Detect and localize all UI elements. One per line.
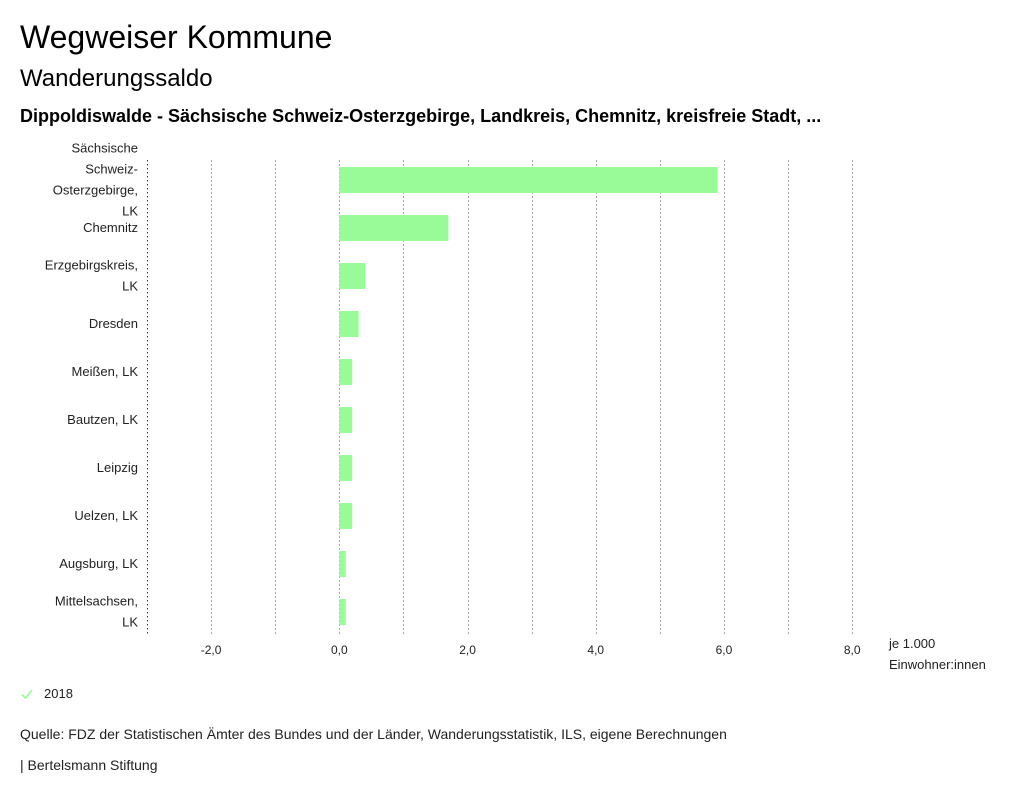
x-tick-label: 6,0 [716, 643, 733, 657]
category-label: Sächsische Schweiz-Osterzgebirge, LK [53, 141, 139, 219]
x-tick-label: 8,0 [844, 643, 861, 657]
bar-layer [339, 167, 718, 625]
category-labels: Sächsische Schweiz-Osterzgebirge, LKChemni… [45, 141, 139, 630]
bar[interactable] [339, 599, 346, 625]
bar[interactable] [339, 311, 359, 337]
category-label: Dresden [89, 316, 138, 331]
category-label: Erzgebirgskreis, LK [45, 258, 139, 294]
check-icon [21, 688, 33, 699]
category-label: Uelzen, LK [74, 508, 138, 523]
bar[interactable] [339, 407, 353, 433]
bar[interactable] [339, 503, 353, 529]
page-title: Wegweiser Kommune [20, 19, 333, 55]
bar[interactable] [339, 263, 365, 289]
bar[interactable] [339, 551, 346, 577]
bar[interactable] [339, 167, 718, 193]
selected-regions: Dippoldiswalde - Sächsische Schweiz-Oste… [20, 106, 822, 126]
x-axis-unit-label: je 1.000 Einwohner:innen [888, 636, 986, 670]
x-tick-label: 2,0 [459, 643, 476, 657]
category-label: Bautzen, LK [67, 412, 138, 427]
category-label: Augsburg, LK [59, 556, 138, 571]
source-note: Quelle: FDZ der Statistischen Ämter des … [20, 726, 727, 742]
x-axis-tick-labels: -2,0 0,0 2,0 4,0 6,0 8,0 [201, 643, 861, 657]
legend-label: 2018 [44, 686, 73, 701]
x-tick-label: 4,0 [587, 643, 604, 657]
publisher-note: | Bertelsmann Stiftung [20, 757, 158, 773]
unit-label-line: Einwohner:innen [889, 657, 986, 670]
category-label: Mittelsachsen, LK [55, 594, 138, 630]
x-tick-label: 0,0 [331, 643, 348, 657]
bar[interactable] [339, 359, 353, 385]
x-tick-label: -2,0 [201, 643, 222, 657]
unit-label-line: je 1.000 [888, 636, 935, 651]
category-label: Leipzig [97, 460, 138, 475]
chart-subtitle: Wanderungssaldo [20, 65, 213, 92]
grid-layer [147, 160, 853, 635]
category-label: Chemnitz [83, 220, 138, 235]
legend-item-2018[interactable]: 2018 [20, 686, 73, 701]
category-label: Meißen, LK [72, 364, 139, 379]
bar[interactable] [339, 455, 353, 481]
bar[interactable] [339, 215, 449, 241]
bar-chart: Sächsische Schweiz-Osterzgebirge, LKChemni… [45, 141, 986, 671]
